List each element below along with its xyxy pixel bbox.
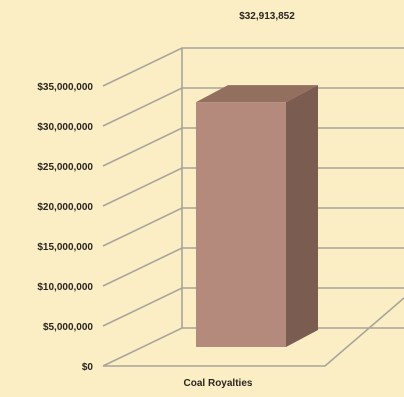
gridlines [102,47,404,327]
y-tick-label: $10,000,000 [37,282,93,293]
y-tick-label: $0 [82,362,94,373]
gridline [102,207,404,247]
data-labels: $32,913,852 [239,11,295,22]
bar-top [196,85,318,103]
data-label: $32,913,852 [239,11,295,22]
y-tick-label: $5,000,000 [43,322,93,333]
gridline [102,127,404,167]
gridline [102,47,404,87]
y-tick-label: $30,000,000 [37,122,93,133]
gridline [102,287,404,327]
gridline [102,87,404,127]
y-tick-label: $25,000,000 [37,162,93,173]
y-tick-label: $20,000,000 [37,202,93,213]
gridline [102,247,404,287]
bar [196,102,286,347]
y-tick-label: $15,000,000 [37,242,93,253]
y-tick-label: $35,000,000 [37,82,93,93]
x-category-label: Coal Royalties [184,378,253,389]
x-axis-categories: Coal Royalties [184,378,253,389]
chart-walls [102,48,404,367]
y-axis-ticks: $0 $5,000,000 $10,000,000 $15,000,000 $20,00… [37,82,93,373]
bar-side [286,85,318,347]
gridline [102,167,404,207]
bars [196,85,318,347]
